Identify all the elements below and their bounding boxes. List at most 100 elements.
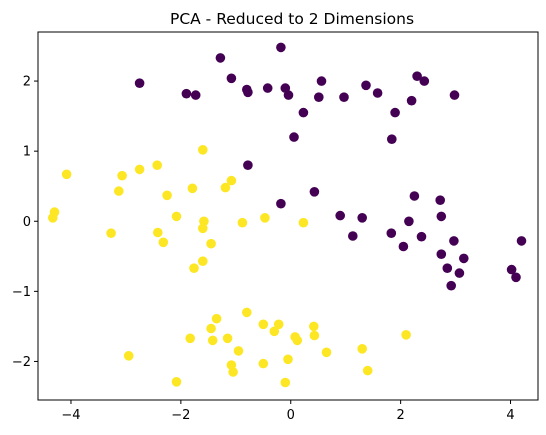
plot-area-frame xyxy=(37,31,539,401)
data-point xyxy=(516,236,527,246)
data-point xyxy=(316,76,327,86)
data-point xyxy=(171,211,182,222)
data-point xyxy=(207,335,218,346)
data-point xyxy=(446,280,457,291)
data-point xyxy=(335,210,346,221)
data-point xyxy=(258,358,269,369)
data-point xyxy=(242,307,252,318)
data-point xyxy=(228,367,238,377)
data-point xyxy=(419,76,430,86)
data-point xyxy=(387,134,397,144)
data-point xyxy=(198,256,208,267)
y-tick-label: −1 xyxy=(12,285,31,300)
points-layer xyxy=(48,42,527,388)
y-axis: −2 −1 0 1 2 xyxy=(12,75,38,370)
data-point xyxy=(436,211,447,222)
data-point xyxy=(273,319,284,330)
data-point xyxy=(171,377,182,387)
data-point xyxy=(435,195,446,205)
data-point xyxy=(222,333,233,344)
data-point xyxy=(276,198,286,209)
data-point xyxy=(292,335,303,346)
data-point xyxy=(206,238,216,249)
y-tick-label: 0 xyxy=(23,215,31,230)
data-point xyxy=(309,187,320,197)
data-point xyxy=(237,217,248,228)
data-point xyxy=(339,92,349,102)
x-tick-label: −4 xyxy=(61,408,80,423)
data-point xyxy=(280,377,291,388)
data-point xyxy=(404,216,414,227)
data-point xyxy=(321,347,332,358)
data-point xyxy=(158,237,169,248)
data-point xyxy=(226,175,237,186)
data-point xyxy=(506,264,517,275)
data-point xyxy=(190,90,201,100)
data-point xyxy=(243,87,253,98)
data-point xyxy=(416,231,427,242)
data-point xyxy=(162,190,172,201)
data-point xyxy=(106,228,116,238)
data-point xyxy=(449,90,460,100)
data-point xyxy=(398,241,409,252)
data-point xyxy=(309,321,319,332)
data-point xyxy=(220,182,231,193)
data-point xyxy=(357,344,368,354)
data-point xyxy=(206,323,216,334)
data-point xyxy=(189,263,199,274)
x-tick-label: 4 xyxy=(506,408,514,423)
data-point xyxy=(211,313,222,324)
chart-title: PCA - Reduced to 2 Dimensions xyxy=(170,10,414,28)
data-point xyxy=(348,231,358,241)
data-point xyxy=(283,354,293,365)
data-point xyxy=(269,326,280,337)
x-tick-label: −2 xyxy=(171,408,190,423)
data-point xyxy=(511,272,521,283)
data-point xyxy=(243,160,253,170)
data-point xyxy=(289,132,299,142)
data-point xyxy=(185,333,195,344)
data-point xyxy=(181,88,192,99)
x-tick-label: 2 xyxy=(396,408,404,423)
data-point xyxy=(436,249,447,259)
data-point xyxy=(152,160,162,170)
data-point xyxy=(199,216,209,227)
x-tick-label: 0 xyxy=(287,408,295,423)
data-point xyxy=(372,88,383,98)
data-point xyxy=(153,227,163,238)
data-point xyxy=(258,319,269,330)
data-point xyxy=(362,365,373,376)
data-point xyxy=(298,217,309,228)
data-point xyxy=(114,186,124,196)
data-point xyxy=(442,263,453,274)
data-point xyxy=(314,92,324,102)
data-point xyxy=(406,95,417,106)
data-point xyxy=(454,268,465,278)
data-point xyxy=(198,145,208,155)
data-point xyxy=(262,83,273,93)
data-point xyxy=(357,213,368,223)
y-tick-label: 1 xyxy=(23,145,31,160)
data-point xyxy=(48,213,58,223)
data-point xyxy=(123,351,134,361)
data-point xyxy=(134,78,145,88)
x-axis: −4 −2 0 2 4 xyxy=(61,400,515,423)
y-tick-label: 2 xyxy=(23,75,31,90)
data-point xyxy=(283,90,294,100)
data-point xyxy=(117,170,127,181)
data-point xyxy=(309,330,320,341)
data-point xyxy=(409,191,420,201)
y-tick-label: −2 xyxy=(12,355,31,370)
data-point xyxy=(401,330,411,340)
data-point xyxy=(276,42,286,53)
data-point xyxy=(215,53,226,63)
data-point xyxy=(134,164,145,175)
data-point xyxy=(226,73,237,84)
data-point xyxy=(412,71,422,81)
data-point xyxy=(298,107,309,118)
data-point xyxy=(61,169,72,180)
data-point xyxy=(459,253,469,264)
data-point xyxy=(390,107,400,118)
data-point xyxy=(449,236,459,246)
